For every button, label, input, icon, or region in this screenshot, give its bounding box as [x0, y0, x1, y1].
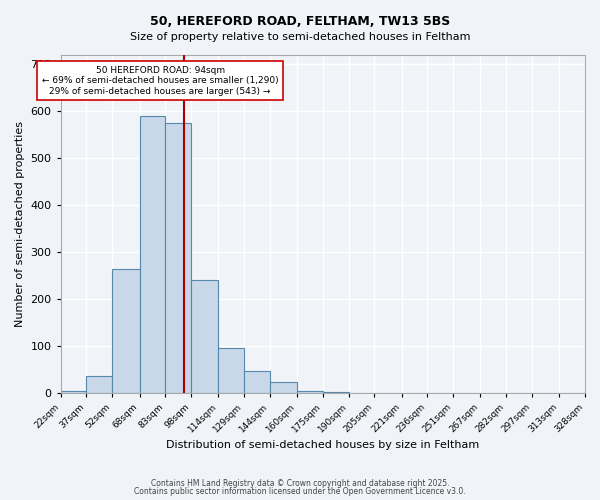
- Y-axis label: Number of semi-detached properties: Number of semi-detached properties: [15, 121, 25, 327]
- Bar: [140, 116, 165, 394]
- Text: Contains HM Land Registry data © Crown copyright and database right 2025.: Contains HM Land Registry data © Crown c…: [151, 478, 449, 488]
- Bar: [297, 391, 323, 394]
- Text: Size of property relative to semi-detached houses in Feltham: Size of property relative to semi-detach…: [130, 32, 470, 42]
- Bar: [244, 371, 270, 394]
- Bar: [61, 391, 86, 394]
- Text: 50, HEREFORD ROAD, FELTHAM, TW13 5BS: 50, HEREFORD ROAD, FELTHAM, TW13 5BS: [150, 15, 450, 28]
- Bar: [112, 269, 140, 394]
- Text: 50 HEREFORD ROAD: 94sqm
← 69% of semi-detached houses are smaller (1,290)
29% of: 50 HEREFORD ROAD: 94sqm ← 69% of semi-de…: [42, 66, 278, 96]
- Bar: [323, 392, 349, 394]
- Bar: [218, 348, 244, 394]
- Bar: [86, 376, 112, 394]
- Bar: [165, 123, 191, 394]
- X-axis label: Distribution of semi-detached houses by size in Feltham: Distribution of semi-detached houses by …: [166, 440, 479, 450]
- Text: Contains public sector information licensed under the Open Government Licence v3: Contains public sector information licen…: [134, 487, 466, 496]
- Bar: [270, 382, 297, 394]
- Bar: [191, 280, 218, 394]
